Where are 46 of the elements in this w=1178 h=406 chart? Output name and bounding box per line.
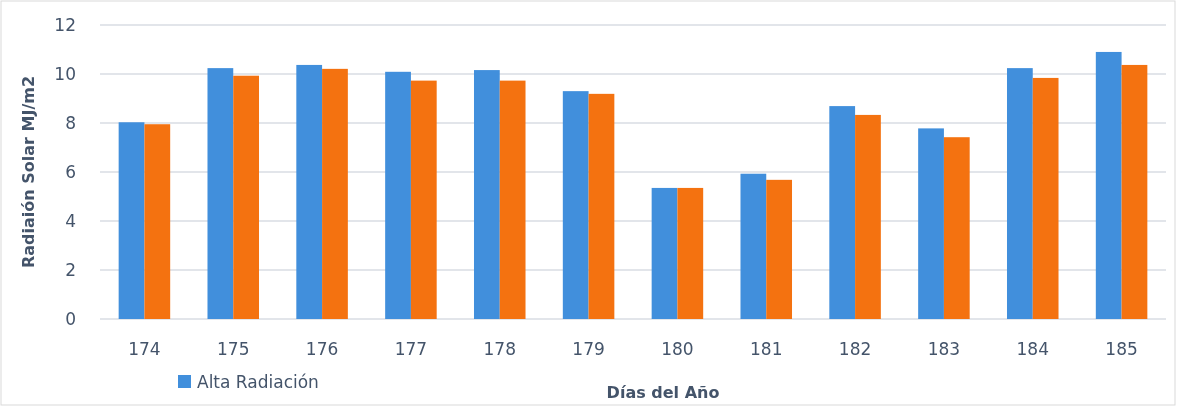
legend-label: Alta Radiación: [197, 371, 319, 392]
bar: [1032, 77, 1059, 319]
y-tick-label: 2: [65, 259, 76, 280]
x-axis-title: Días del Año: [606, 383, 720, 402]
y-tick-label: 12: [54, 14, 76, 35]
bar: [1095, 51, 1122, 319]
x-tick-label: 178: [483, 339, 516, 359]
x-tick-label: 179: [572, 339, 605, 359]
bar: [410, 80, 437, 319]
bar: [677, 187, 704, 319]
bar: [943, 137, 970, 319]
bar: [233, 75, 260, 319]
bar: [562, 91, 589, 319]
y-tick-label: 10: [54, 63, 76, 84]
bar: [296, 64, 323, 319]
bar: [829, 106, 856, 319]
bar: [740, 173, 767, 319]
x-tick-label: 182: [838, 339, 872, 359]
bar: [766, 179, 793, 319]
x-tick-label: 181: [750, 339, 783, 359]
x-tick-label: 174: [128, 339, 161, 359]
bar: [918, 128, 944, 319]
bar: [499, 80, 526, 319]
bar: [322, 68, 348, 319]
y-tick-label: 0: [65, 308, 76, 329]
x-tick-label: 185: [1105, 339, 1138, 359]
y-axis-title: Radiaión Solar MJ/m2: [19, 75, 38, 269]
bar: [385, 71, 411, 319]
y-tick-label: 6: [65, 161, 76, 182]
y-tick-label: 8: [65, 112, 76, 133]
bar: [1121, 64, 1148, 319]
bar: [144, 124, 171, 319]
x-tick-label: 176: [305, 339, 339, 359]
x-tick-label: 183: [927, 339, 961, 359]
bar: [207, 68, 234, 319]
bar: [651, 187, 678, 319]
x-tick-label: 180: [661, 339, 694, 359]
bar: [118, 122, 145, 319]
y-tick-label: 4: [65, 210, 76, 231]
x-tick-label: 184: [1016, 339, 1049, 359]
x-tick-label: 175: [217, 339, 250, 359]
bar: [1006, 68, 1033, 319]
x-tick-label: 177: [394, 339, 428, 359]
bar: [473, 70, 500, 319]
bar: [588, 93, 615, 319]
bar: [855, 114, 881, 319]
